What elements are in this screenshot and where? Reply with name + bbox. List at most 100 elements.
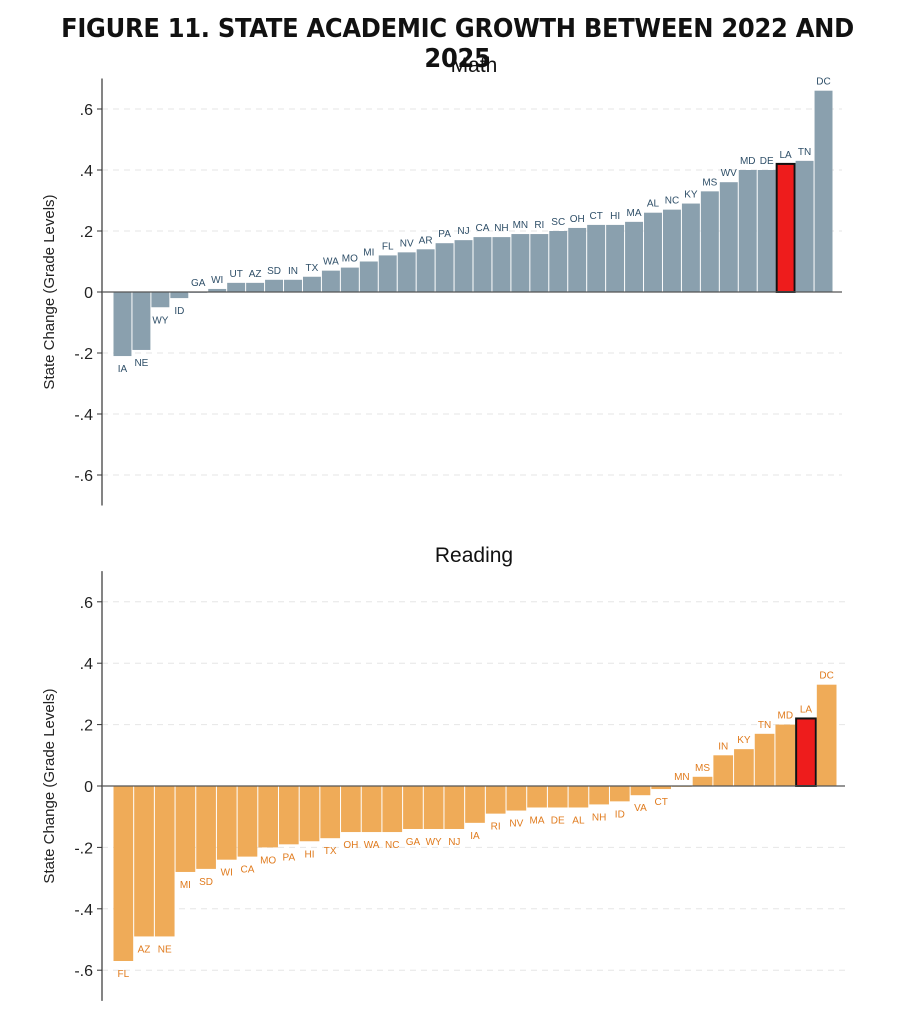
- math-y-tick-label: -.2: [74, 346, 93, 363]
- math-bar-nv: [397, 252, 416, 292]
- math-bar-tx: [302, 276, 321, 292]
- math-bar-label: UT: [229, 269, 242, 280]
- reading-bar-label: AZ: [138, 944, 151, 955]
- reading-bar-ma: [527, 786, 547, 808]
- math-bar-label: WI: [211, 275, 223, 286]
- reading-bar-la: [795, 717, 817, 788]
- math-bar-label: LA: [780, 150, 793, 161]
- reading-bar-oh: [341, 786, 361, 833]
- reading-bar-fl: [113, 786, 134, 961]
- reading-y-tick-label: .6: [80, 595, 93, 612]
- reading-bar-label: IA: [470, 831, 480, 842]
- reading-bar-az: [134, 786, 154, 937]
- math-bar-ri: [530, 234, 549, 292]
- math-bar-label: AL: [647, 199, 660, 210]
- reading-bar-va: [630, 786, 651, 796]
- math-bar-label: SD: [267, 266, 281, 277]
- reading-bar-label: CA: [241, 865, 255, 876]
- math-bar-label: HI: [610, 211, 620, 222]
- reading-bar-ky: [734, 749, 754, 786]
- reading-bar-label: NH: [592, 812, 606, 823]
- math-bar-label: OH: [570, 214, 585, 225]
- math-bar-fl: [378, 255, 397, 292]
- reading-bar-label: WY: [426, 837, 442, 848]
- reading-bar-label: FL: [118, 969, 130, 980]
- reading-bar-label: HI: [305, 849, 315, 860]
- math-y-tick-label: -.4: [74, 407, 93, 424]
- math-bar-label: MI: [363, 248, 374, 259]
- reading-bar-ri: [485, 786, 506, 814]
- math-bar-wi: [208, 288, 227, 292]
- math-bar-label: WY: [152, 315, 168, 326]
- reading-panel-title: Reading: [435, 544, 513, 567]
- math-bar-ct: [587, 224, 606, 292]
- reading-bar-sd: [196, 786, 216, 869]
- math-bar-label: MA: [627, 208, 642, 219]
- math-bar-label: TX: [306, 263, 319, 274]
- reading-bar-label: OH: [343, 840, 358, 851]
- reading-bar-label: MO: [260, 855, 276, 866]
- math-bar-label: RI: [534, 220, 544, 231]
- math-bar-dc: [814, 90, 833, 292]
- reading-bar-label: LA: [800, 704, 813, 715]
- math-bar-la: [775, 162, 796, 294]
- math-bar-wy: [151, 292, 170, 308]
- reading-bar-ga: [403, 786, 423, 829]
- math-bar-ky: [681, 203, 700, 292]
- reading-y-tick-label: -.4: [74, 902, 93, 919]
- reading-bar-label: MA: [530, 815, 545, 826]
- reading-bar-label: CT: [654, 797, 667, 808]
- reading-bar-label: KY: [737, 735, 751, 746]
- reading-bar-label: MN: [674, 772, 690, 783]
- reading-bar-label: DE: [551, 815, 565, 826]
- reading-bar-label: RI: [491, 822, 501, 833]
- math-bar-label: ID: [174, 306, 184, 317]
- math-bar-nh: [492, 237, 511, 292]
- reading-bar-label: NC: [385, 840, 399, 851]
- reading-y-tick-label: .4: [80, 656, 93, 673]
- math-y-tick-label: -.6: [74, 468, 93, 485]
- math-bar-ne: [132, 292, 151, 350]
- reading-bar-ct: [651, 786, 672, 790]
- reading-bar-label: MD: [778, 711, 794, 722]
- reading-bar-nj: [444, 786, 465, 829]
- math-bar-mi: [359, 261, 378, 292]
- math-bar-label: AR: [419, 235, 433, 246]
- reading-bar-label: WA: [364, 840, 380, 851]
- reading-bar-label: WI: [221, 868, 233, 879]
- math-bar-nj: [454, 240, 473, 292]
- math-bar-ma: [625, 221, 644, 292]
- math-bar-label: WV: [721, 168, 737, 179]
- math-bar-pa: [435, 243, 454, 292]
- math-bar-label: NC: [665, 196, 679, 207]
- reading-bar-nv: [506, 786, 527, 811]
- math-y-tick-label: .4: [80, 163, 93, 180]
- math-bar-label: MO: [342, 254, 358, 265]
- math-bar-label: MN: [513, 220, 529, 231]
- reading-bar-ca: [237, 786, 258, 857]
- figure-title: FIGURE 11. STATE ACADEMIC GROWTH BETWEEN…: [61, 14, 854, 74]
- math-bar-md: [738, 170, 757, 292]
- math-bar-tn: [795, 160, 814, 292]
- reading-bar-hi: [299, 786, 320, 842]
- math-chart: Math State Change (Grade Levels) .6 .4 .2 0 -.…: [41, 54, 842, 506]
- math-bar-label: GA: [191, 278, 206, 289]
- reading-bar-label: DC: [819, 671, 833, 682]
- math-bar-wa: [321, 270, 340, 292]
- math-panel-title: Math: [451, 54, 498, 77]
- reading-bar-label: SD: [199, 877, 213, 888]
- reading-bar-label: TX: [324, 846, 337, 857]
- math-bar-de: [757, 170, 776, 292]
- math-bar-ar: [416, 249, 435, 292]
- math-bar-label: AZ: [249, 269, 262, 280]
- reading-bar-id: [609, 786, 630, 802]
- reading-bar-label: VA: [634, 803, 647, 814]
- reading-bar-in: [713, 755, 734, 786]
- reading-bar-label: GA: [406, 837, 421, 848]
- math-bar-mo: [340, 267, 359, 292]
- reading-bar-label: NE: [158, 944, 172, 955]
- reading-bar-ms: [692, 776, 713, 786]
- math-bar-label: FL: [382, 241, 394, 252]
- reading-bar-label: TN: [758, 720, 771, 731]
- reading-bar-wa: [361, 786, 382, 833]
